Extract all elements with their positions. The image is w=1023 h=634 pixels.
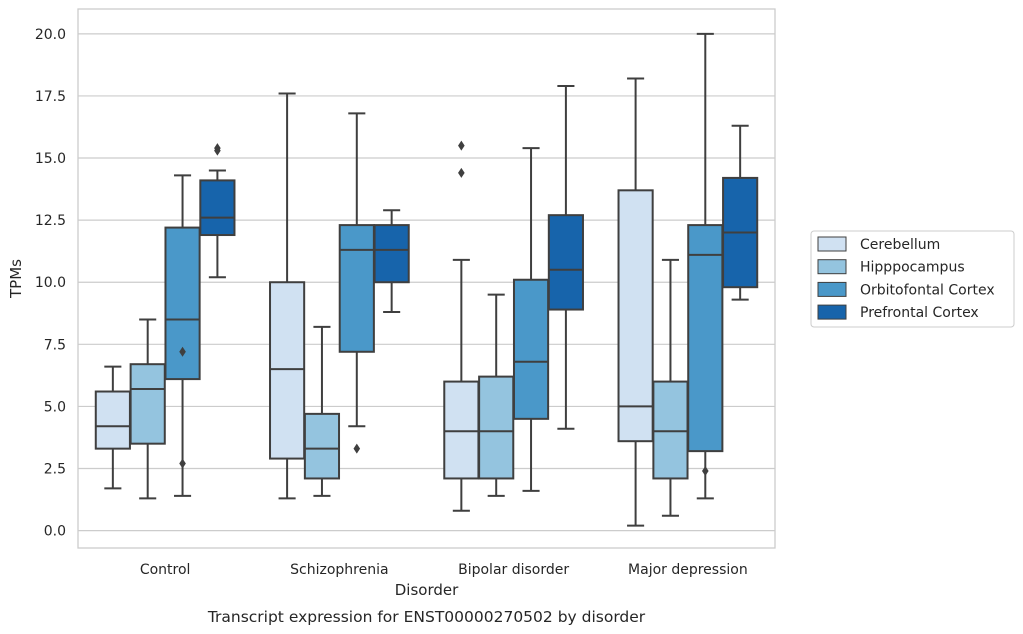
box-iqr (94, 390, 131, 450)
y-tick-label: 7.5 (44, 337, 66, 353)
chart-caption: Transcript expression for ENST0000027050… (207, 608, 646, 626)
box-1-3 (443, 140, 480, 512)
box-1-2 (269, 92, 306, 500)
box-3-1 (164, 174, 201, 497)
legend-swatch (817, 281, 847, 297)
box-4-4 (722, 124, 759, 301)
box-iqr (373, 224, 410, 284)
y-tick-label: 20.0 (35, 27, 66, 43)
box-iqr (269, 281, 306, 460)
legend: Cerebellum Hipppocampus Orbitofontal Corte… (810, 230, 1015, 328)
outlier-point (179, 346, 186, 357)
box-2-4 (652, 258, 689, 517)
box-iqr (687, 224, 724, 453)
boxes (94, 32, 759, 527)
legend-items: Cerebellum Hipppocampus Orbitofontal Corte… (817, 236, 995, 321)
legend-entry-label: Orbitofontal Cortex (860, 282, 995, 298)
outlier-point (353, 443, 361, 454)
box-4-1 (199, 143, 236, 279)
box-iqr (617, 189, 654, 443)
plot-area-frame (77, 8, 776, 549)
x-tick-label: Control (140, 562, 191, 578)
outlier-point (179, 458, 186, 469)
box-4-2 (373, 209, 410, 314)
box-iqr (478, 375, 515, 480)
box-iqr (303, 412, 341, 480)
box-3-3 (512, 147, 550, 492)
y-tick-label: 10.0 (35, 275, 66, 291)
box-iqr (129, 363, 166, 445)
box-2-2 (303, 325, 341, 497)
y-tick-label: 15.0 (35, 151, 66, 167)
box-iqr (512, 278, 550, 420)
y-tick-label: 12.5 (35, 213, 66, 229)
legend-swatch (817, 259, 847, 275)
box-2-3 (478, 293, 515, 497)
legend-swatch (817, 304, 847, 320)
y-tick-label: 2.5 (44, 462, 66, 478)
y-tick-label: 0.0 (44, 524, 66, 540)
legend-entry-label: Cerebellum (860, 237, 940, 253)
outlier-point (458, 140, 465, 151)
x-axis-label: Disorder (395, 581, 459, 599)
box-4-3 (547, 85, 584, 430)
x-tick-label: Bipolar disorder (458, 562, 569, 578)
legend-frame (810, 230, 1015, 328)
box-1-1 (94, 365, 131, 490)
box-iqr (547, 214, 584, 311)
x-axis-ticks: Control Schizophrenia Bipolar disorder Majo… (140, 562, 748, 578)
box-3-2 (338, 112, 375, 454)
y-tick-label: 17.5 (35, 89, 66, 105)
box-iqr (443, 380, 480, 480)
y-axis-ticks: 0.0 2.5 5.0 7.5 10.0 12.5 15.0 17.5 20.0 (35, 27, 66, 540)
x-tick-label: Schizophrenia (290, 562, 388, 578)
outlier-point (458, 167, 465, 178)
box-iqr (652, 380, 689, 480)
legend-entry-label: Hipppocampus (860, 260, 965, 276)
box-3-4 (687, 32, 724, 500)
legend-swatch (817, 236, 847, 252)
legend-entry-label: Prefrontal Cortex (860, 305, 979, 321)
box-2-1 (129, 318, 166, 500)
x-tick-label: Major depression (628, 562, 748, 578)
y-tick-label: 5.0 (44, 399, 66, 415)
box-iqr (338, 224, 375, 353)
outlier-point (702, 466, 709, 476)
y-axis-label: TPMs (7, 259, 25, 299)
box-1-4 (617, 77, 654, 527)
box-iqr (199, 179, 236, 237)
outlier-point (214, 145, 221, 156)
